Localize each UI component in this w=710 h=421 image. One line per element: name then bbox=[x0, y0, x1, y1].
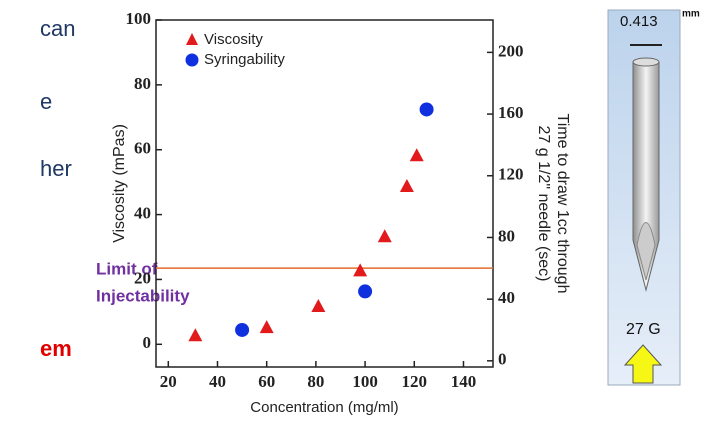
y-tick-label: 40 bbox=[134, 203, 151, 222]
data-point bbox=[311, 299, 326, 313]
needle-figure: 0.413 mm 27 G bbox=[607, 9, 700, 386]
data-point bbox=[358, 284, 373, 299]
y2-tick-label: 80 bbox=[498, 226, 515, 245]
legend-label: Syringability bbox=[204, 51, 285, 68]
y2-tick-label: 40 bbox=[498, 288, 515, 307]
legend-label: Viscosity bbox=[204, 31, 263, 48]
y2-tick-label: 120 bbox=[498, 165, 524, 184]
x-tick-label: 140 bbox=[451, 372, 477, 391]
x-tick-label: 80 bbox=[307, 372, 324, 391]
slide-text: em bbox=[40, 336, 72, 361]
y2-axis-title: 27 g 1/2" needle (sec) bbox=[535, 126, 552, 282]
data-point bbox=[377, 229, 392, 243]
data-point bbox=[419, 102, 434, 117]
y2-tick-label: 200 bbox=[498, 41, 524, 60]
x-tick-label: 100 bbox=[352, 372, 378, 391]
data-point bbox=[259, 320, 274, 334]
y-tick-label: 60 bbox=[134, 139, 151, 158]
needle-diameter: 0.413 bbox=[620, 13, 658, 30]
y-tick-label: 100 bbox=[126, 9, 152, 28]
x-tick-label: 60 bbox=[258, 372, 275, 391]
y-tick-label: 20 bbox=[134, 268, 151, 287]
y2-axis-title: Time to draw 1cc through bbox=[554, 114, 571, 294]
y-tick-label: 80 bbox=[134, 74, 151, 93]
annotation: Injectability bbox=[96, 286, 190, 305]
needle-gauge: 27 G bbox=[626, 321, 661, 338]
y2-tick-label: 160 bbox=[498, 103, 524, 122]
legend-swatch bbox=[185, 53, 199, 67]
data-point bbox=[353, 263, 368, 277]
data-point bbox=[188, 328, 203, 342]
x-tick-label: 20 bbox=[160, 372, 177, 391]
legend-swatch bbox=[186, 33, 198, 45]
data-point bbox=[235, 322, 250, 337]
x-tick-label: 120 bbox=[402, 372, 428, 391]
x-tick-label: 40 bbox=[209, 372, 226, 391]
x-axis-title: Concentration (mg/ml) bbox=[250, 399, 398, 416]
slide-text: her bbox=[40, 156, 72, 181]
data-point bbox=[409, 148, 424, 162]
y-tick-label: 0 bbox=[143, 333, 152, 352]
data-point bbox=[399, 179, 414, 193]
arrow bbox=[623, 344, 663, 384]
slide-text: can bbox=[40, 16, 75, 41]
y2-tick-label: 0 bbox=[498, 350, 507, 369]
slide-text: e bbox=[40, 89, 52, 114]
annotation: Limit of bbox=[96, 259, 158, 278]
needle-top bbox=[632, 57, 660, 67]
plot-frame bbox=[155, 19, 494, 368]
y-axis-title: Viscosity (mPas) bbox=[111, 124, 128, 243]
needle-unit: mm bbox=[682, 9, 700, 20]
needle-bevel bbox=[636, 222, 656, 281]
